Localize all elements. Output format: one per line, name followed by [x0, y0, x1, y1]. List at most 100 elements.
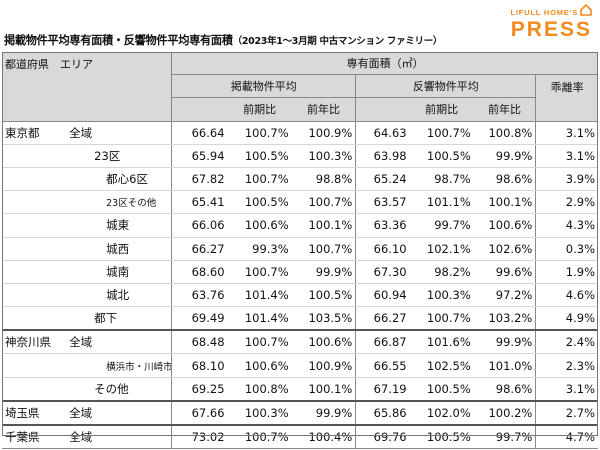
listed-avg-cell: 66.27	[171, 237, 228, 261]
area-cell: 23区その他	[66, 190, 172, 215]
listed-yoy-cell: 100.1%	[291, 377, 356, 402]
listed-avg-cell: 63.76	[171, 283, 228, 308]
divergence-cell: 2.3%	[535, 353, 598, 378]
listed-avg-cell: 68.10	[171, 353, 228, 378]
listed-yoy-cell: 100.9%	[291, 121, 356, 145]
area-table: 都道府県 エリア 専有面積（㎡） 掲載物件平均 反響物件平均 乖離率 前期比 前…	[2, 52, 598, 450]
area-cell: 城南	[66, 260, 172, 284]
response-yoy-cell: 101.0%	[473, 353, 536, 378]
table-row: 城西 66.27 99.3% 100.7% 66.10 102.1% 102.6% 0.3%	[2, 237, 598, 261]
response-qoq-cell: 102.1%	[409, 237, 474, 261]
response-qoq-cell: 98.7%	[409, 167, 474, 192]
listed-qoq-cell: 100.8%	[227, 377, 292, 402]
response-yoy-cell: 99.9%	[473, 329, 536, 355]
listed-avg-cell: 68.48	[171, 329, 228, 355]
listed-qoq-cell: 100.7%	[227, 329, 292, 355]
response-qoq-cell: 102.0%	[409, 399, 474, 426]
divergence-cell: 3.9%	[535, 167, 598, 192]
area-cell: 都下	[66, 306, 172, 331]
pref-cell	[2, 213, 67, 238]
response-qoq-cell: 98.2%	[409, 260, 474, 284]
response-yoy-cell: 98.6%	[473, 377, 536, 402]
pref-cell	[2, 283, 67, 308]
area-cell: 全域	[66, 121, 172, 145]
response-qoq-cell: 99.7%	[409, 213, 474, 238]
response-avg-cell: 60.94	[355, 283, 410, 308]
response-qoq-cell: 102.5%	[409, 353, 474, 378]
pref-cell: 千葉県	[2, 424, 67, 450]
house-icon	[580, 4, 592, 16]
response-yoy-cell: 100.6%	[473, 213, 536, 238]
table-row: 千葉県 全域 73.02 100.7% 100.4% 69.76 100.5% 99.7% 4.…	[2, 424, 598, 450]
listed-avg-cell: 65.94	[171, 144, 228, 168]
listed-yoy-cell: 100.7%	[291, 190, 356, 215]
response-avg-cell: 63.36	[355, 213, 410, 238]
listed-qoq-cell: 100.6%	[227, 353, 292, 378]
table-row: 埼玉県 全域 67.66 100.3% 99.9% 65.86 102.0% 100.2% 2.…	[2, 399, 598, 426]
response-avg-cell: 63.57	[355, 190, 410, 215]
area-cell: 全域	[66, 424, 172, 450]
title-period: （2023年1～3月期 中古マンション ファミリー）	[232, 36, 443, 47]
response-yoy-cell: 97.2%	[473, 283, 536, 308]
listed-avg-cell: 69.49	[171, 306, 228, 331]
area-cell: 城東	[66, 213, 172, 238]
listed-yoy-cell: 100.6%	[291, 329, 356, 355]
table-row: その他 69.25 100.8% 100.1% 67.19 100.5% 98.6% 3.1%	[2, 377, 598, 402]
response-avg-cell: 64.63	[355, 121, 410, 145]
divergence-cell: 1.9%	[535, 260, 598, 284]
table-row: 23区 65.94 100.5% 100.3% 63.98 100.5% 99.9% 3.1%	[2, 144, 598, 168]
response-qoq-cell: 100.7%	[409, 306, 474, 331]
area-cell: 23区	[66, 144, 172, 168]
table-row: 神奈川県 全域 68.48 100.7% 100.6% 66.87 101.6% 99.9% 2…	[2, 329, 598, 355]
response-yoy-cell: 103.2%	[473, 306, 536, 331]
table-row: 都下 69.49 101.4% 103.5% 66.27 100.7% 103.2% 4.9%	[2, 306, 598, 331]
listed-qoq-cell: 100.7%	[227, 121, 292, 145]
listed-avg-cell: 67.66	[171, 399, 228, 426]
listed-yoy-cell: 100.1%	[291, 213, 356, 238]
response-yoy-cell: 100.8%	[473, 121, 536, 145]
listed-avg-cell: 68.60	[171, 260, 228, 284]
divergence-cell: 4.9%	[535, 306, 598, 331]
table-row: 東京都 全域 66.64 100.7% 100.9% 64.63 100.7% 100.8% 3…	[2, 121, 598, 145]
header-response-avg	[355, 97, 410, 122]
pref-cell	[2, 306, 67, 331]
response-yoy-cell: 98.6%	[473, 167, 536, 192]
response-avg-cell: 67.19	[355, 377, 410, 402]
response-avg-cell: 65.24	[355, 167, 410, 192]
response-yoy-cell: 99.9%	[473, 144, 536, 168]
divergence-cell: 2.4%	[535, 329, 598, 355]
listed-avg-cell: 73.02	[171, 424, 228, 450]
area-cell: 城北	[66, 283, 172, 308]
response-yoy-cell: 100.2%	[473, 399, 536, 426]
listed-avg-cell: 67.82	[171, 167, 228, 192]
divergence-cell: 4.7%	[535, 424, 598, 450]
divergence-cell: 0.3%	[535, 237, 598, 261]
table-row: 都心6区 67.82 100.7% 98.8% 65.24 98.7% 98.6% 3.9%	[2, 167, 598, 192]
logo-top: LIFULL HOME'S	[510, 8, 578, 17]
pref-cell	[2, 144, 67, 168]
listed-avg-cell: 65.41	[171, 190, 228, 215]
response-avg-cell: 66.55	[355, 353, 410, 378]
area-cell: 横浜市・川崎市	[66, 353, 172, 378]
listed-yoy-cell: 99.9%	[291, 260, 356, 284]
listed-yoy-cell: 100.7%	[291, 237, 356, 261]
response-yoy-cell: 102.6%	[473, 237, 536, 261]
response-yoy-cell: 100.1%	[473, 190, 536, 215]
response-avg-cell: 69.76	[355, 424, 410, 450]
header-listed-avg	[171, 97, 228, 122]
response-qoq-cell: 101.1%	[409, 190, 474, 215]
header-listed-yoy: 前年比	[291, 97, 356, 122]
listed-qoq-cell: 100.3%	[227, 399, 292, 426]
page-title: 掲載物件平均専有面積・反響物件平均専有面積（2023年1～3月期 中古マンション…	[4, 32, 442, 48]
pref-cell: 神奈川県	[2, 329, 67, 355]
pref-cell	[2, 190, 67, 215]
pref-cell	[2, 260, 67, 284]
listed-yoy-cell: 100.3%	[291, 144, 356, 168]
response-qoq-cell: 100.3%	[409, 283, 474, 308]
logo-bottom: PRESS	[510, 18, 592, 41]
title-main: 掲載物件平均専有面積・反響物件平均専有面積	[4, 34, 233, 47]
listed-qoq-cell: 100.7%	[227, 424, 292, 450]
listed-yoy-cell: 100.4%	[291, 424, 356, 450]
listed-qoq-cell: 100.5%	[227, 190, 292, 215]
divergence-cell: 2.9%	[535, 190, 598, 215]
